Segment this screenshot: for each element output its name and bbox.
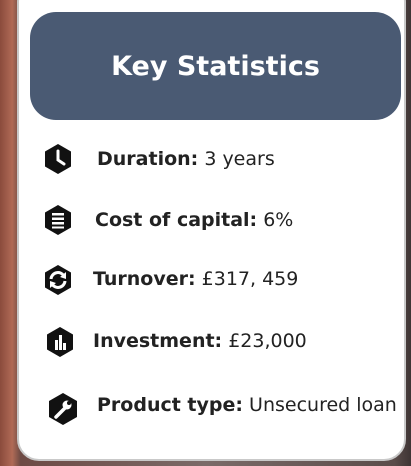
stat-label: Duration:	[97, 148, 199, 170]
wrench-icon	[49, 393, 77, 425]
stat-value: £317, 459	[201, 268, 299, 290]
sync-icon	[45, 265, 71, 295]
clock-icon	[45, 144, 71, 174]
stat-row: Duration: 3 years	[97, 143, 275, 175]
stat-row: Investment: £23,000	[93, 325, 307, 357]
stat-value: 6%	[263, 209, 294, 231]
stat-row: Turnover: £317, 459	[93, 263, 298, 295]
stat-value: £23,000	[228, 330, 307, 352]
list-icon	[45, 205, 71, 235]
stat-value: Unsecured loan	[249, 394, 397, 416]
stat-row: Cost of capital: 6%	[95, 204, 293, 236]
stat-row: Product type: Unsecured loan	[97, 389, 397, 421]
stat-label: Cost of capital:	[95, 209, 258, 231]
stat-label: Product type:	[97, 394, 243, 416]
header: Key Statistics	[30, 12, 401, 120]
stat-label: Turnover:	[93, 268, 196, 290]
chart-icon	[47, 327, 73, 357]
title: Key Statistics	[111, 50, 320, 82]
stat-value: 3 years	[204, 148, 275, 170]
stat-label: Investment:	[93, 330, 223, 352]
